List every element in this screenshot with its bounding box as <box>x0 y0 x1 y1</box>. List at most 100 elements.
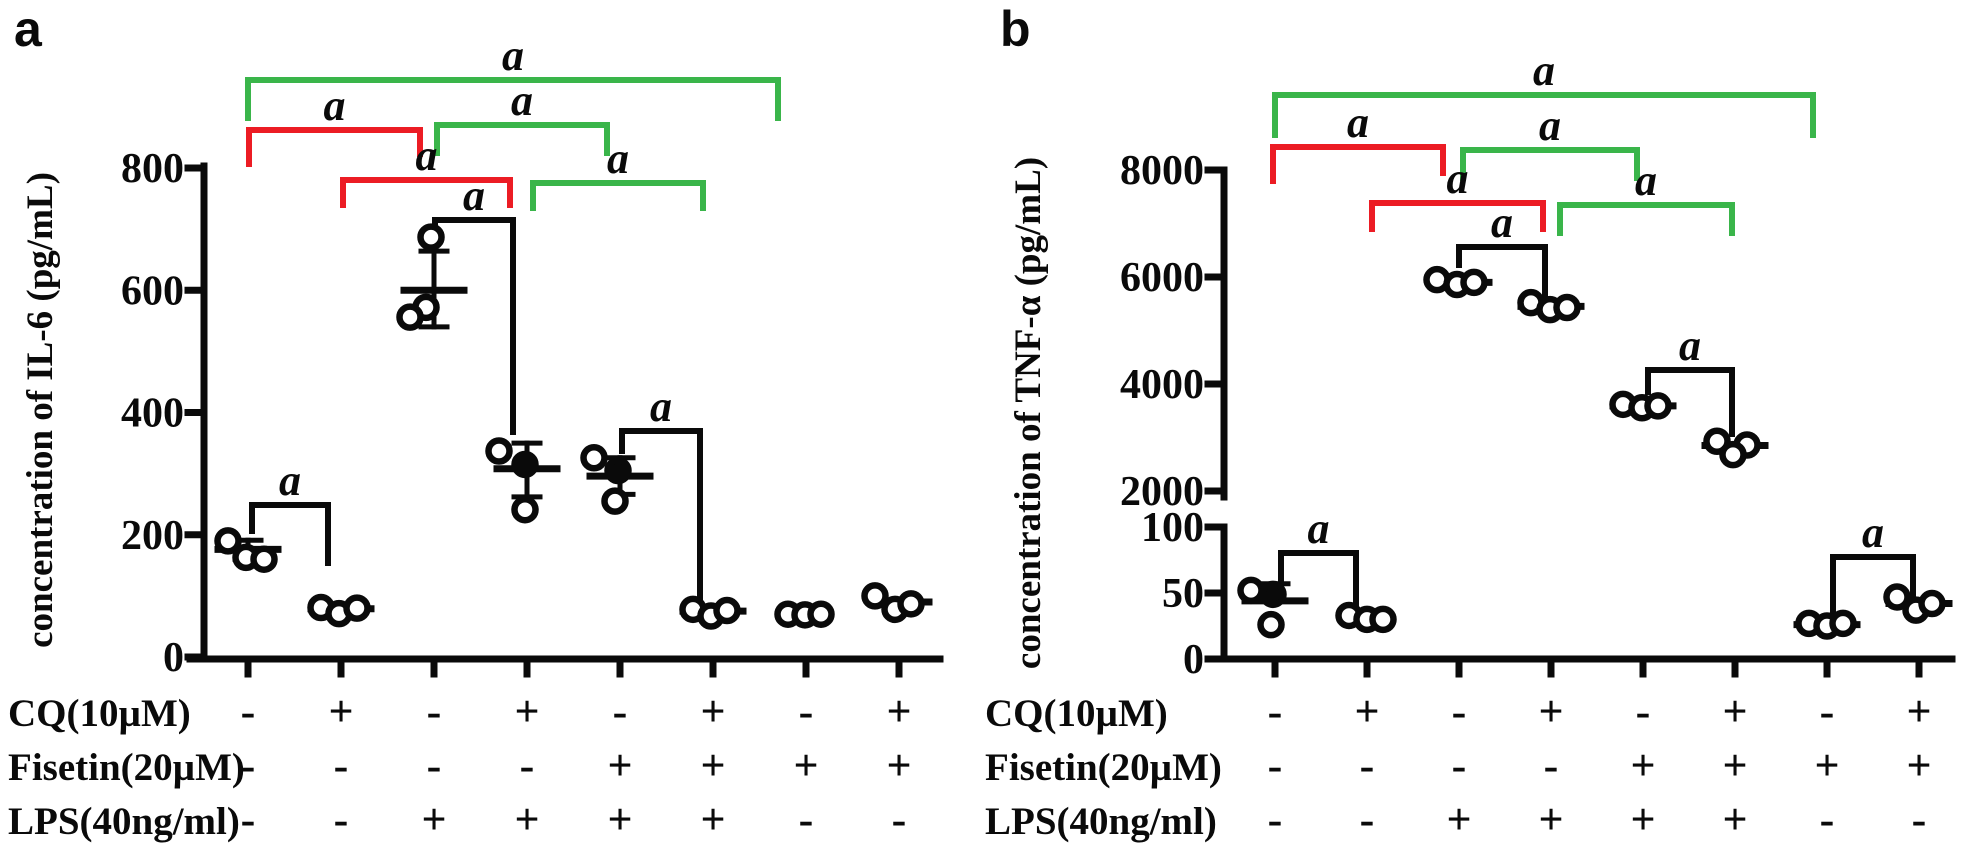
y-tick-label: 4000 <box>1120 362 1204 408</box>
data-point <box>1553 293 1581 322</box>
condition-row-label: Fisetin(20µM) <box>8 746 245 789</box>
condition-symbol: - <box>1268 687 1283 736</box>
condition-symbol: + <box>886 741 911 790</box>
data-point <box>343 594 371 622</box>
significance-bracket <box>249 502 331 566</box>
data-point <box>1829 609 1857 638</box>
significance-bracket <box>1278 550 1359 618</box>
condition-symbol: - <box>334 741 349 790</box>
condition-row-label: CQ(10µM) <box>985 692 1168 735</box>
significance-bracket <box>619 428 703 605</box>
condition-symbol: - <box>1544 741 1559 790</box>
y-tick-label: 100 <box>1141 505 1204 551</box>
significance-label: a <box>1491 198 1513 247</box>
data-point <box>601 487 629 515</box>
data-point <box>580 443 608 472</box>
data-point <box>485 437 513 465</box>
condition-symbol: + <box>1722 687 1747 736</box>
data-point <box>604 456 632 485</box>
condition-symbol: + <box>700 687 725 736</box>
significance-label: a <box>279 456 301 505</box>
y-tick-label: 800 <box>121 146 184 192</box>
y-tick-label: 6000 <box>1120 255 1204 301</box>
significance-label: a <box>1539 101 1561 150</box>
condition-symbol: + <box>1538 687 1563 736</box>
data-point <box>807 600 835 628</box>
condition-symbol: - <box>1636 687 1651 736</box>
significance-label: a <box>1447 154 1469 203</box>
data-point <box>1644 392 1672 420</box>
condition-symbol: + <box>1354 687 1379 736</box>
condition-symbol: - <box>613 687 628 736</box>
condition-symbol: + <box>1906 741 1931 790</box>
y-tick-label: 8000 <box>1120 148 1204 194</box>
condition-row-label: Fisetin(20µM) <box>985 746 1222 789</box>
condition-symbol: - <box>520 741 535 790</box>
significance-label: a <box>1347 98 1369 147</box>
condition-row-label: LPS(40ng/ml) <box>8 800 240 843</box>
data-point <box>214 527 242 555</box>
data-point <box>250 545 278 573</box>
condition-symbol: + <box>700 741 725 790</box>
condition-symbol: - <box>241 795 256 844</box>
condition-symbol: - <box>1268 741 1283 790</box>
condition-symbol: + <box>1906 687 1931 736</box>
significance-bracket <box>245 77 781 121</box>
significance-bracket <box>1369 200 1546 232</box>
significance-bracket <box>434 122 610 156</box>
condition-symbol: + <box>514 687 539 736</box>
significance-label: a <box>1635 156 1657 205</box>
condition-symbol: + <box>1630 741 1655 790</box>
condition-symbol: - <box>334 795 349 844</box>
y-axis-title: concentration of TNF-α (pg/mL) <box>1008 157 1049 669</box>
y-tick-label: 2000 <box>1120 469 1204 515</box>
data-point <box>1257 610 1285 639</box>
significance-bracket <box>1645 367 1735 437</box>
significance-label: a <box>650 382 672 431</box>
condition-symbol: - <box>427 741 442 790</box>
condition-symbol: - <box>799 795 814 844</box>
condition-symbol: - <box>892 795 907 844</box>
significance-bracket <box>1270 144 1446 184</box>
data-point <box>1460 268 1488 297</box>
condition-symbol: - <box>1820 795 1835 844</box>
condition-row-label: CQ(10µM) <box>8 692 191 735</box>
data-point <box>1369 605 1397 634</box>
y-tick-label: 0 <box>163 635 184 681</box>
significance-bracket <box>530 180 706 211</box>
data-point <box>713 596 741 625</box>
data-point <box>1259 580 1287 609</box>
condition-symbol: + <box>421 795 446 844</box>
data-point <box>396 303 424 331</box>
condition-row-label: LPS(40ng/ml) <box>985 800 1217 843</box>
data-point <box>511 450 539 479</box>
significance-bracket <box>340 177 513 208</box>
condition-symbol: + <box>607 741 632 790</box>
y-tick-label: 200 <box>121 513 184 559</box>
condition-symbol: - <box>427 687 442 736</box>
significance-label: a <box>463 171 485 220</box>
condition-symbol: - <box>1452 687 1467 736</box>
condition-symbol: - <box>241 687 256 736</box>
y-axis-title: concentration of IL-6 (pg/mL) <box>20 172 61 648</box>
y-tick-label: 50 <box>1162 571 1204 617</box>
data-point <box>1883 583 1911 611</box>
condition-symbol: - <box>1360 741 1375 790</box>
condition-symbol: - <box>1912 795 1927 844</box>
panel-letter-a: a <box>14 1 43 57</box>
significance-label: a <box>324 81 346 130</box>
condition-symbol: + <box>1722 795 1747 844</box>
y-tick-label: 600 <box>121 268 184 314</box>
significance-label: a <box>607 134 629 183</box>
condition-symbol: + <box>328 687 353 736</box>
panel-letter-b: b <box>1000 1 1031 57</box>
significance-bracket <box>1456 244 1548 307</box>
condition-symbol: - <box>1820 687 1835 736</box>
condition-symbol: + <box>1446 795 1471 844</box>
condition-symbol: + <box>514 795 539 844</box>
significance-label: a <box>1679 321 1701 370</box>
y-tick-label: 400 <box>121 391 184 437</box>
significance-label: a <box>1533 46 1555 95</box>
